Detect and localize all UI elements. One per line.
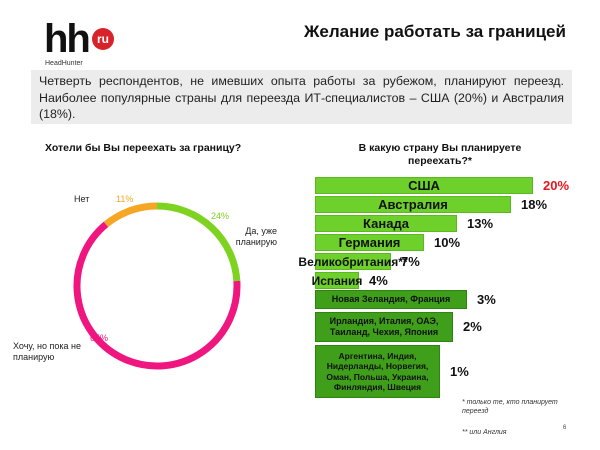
footnote-star: * только те, кто планирует переезд: [462, 399, 558, 415]
donut-label: Нет: [74, 194, 90, 204]
donut-label: Хочу, но пока не планирую: [13, 341, 81, 362]
intro-text: Четверть респондентов, не имевших опыта …: [31, 70, 572, 124]
bar-value-label: 20%: [543, 177, 570, 193]
bar-7: Ирландия, Италия, ОАЭ, Таиланд, Чехия, Я…: [315, 312, 453, 342]
bar-value-label: 7%: [401, 253, 420, 269]
donut-value-label: 65%: [90, 333, 109, 343]
logo-badge: ru: [92, 28, 114, 50]
bar-5: Испания: [311, 272, 363, 289]
headhunter-logo: hh ru HeadHunter: [44, 17, 124, 68]
footnote-double-star: ** или Англия: [462, 429, 507, 436]
bar-4: Великобритания**: [298, 253, 408, 270]
bar-2: Канада: [315, 215, 457, 232]
bar-value-label: 4%: [369, 272, 388, 288]
bar-value-label: 13%: [467, 215, 494, 231]
donut-slice-no: [103, 202, 158, 228]
bar-value-label: 2%: [463, 319, 482, 334]
bar-value-label: 10%: [434, 234, 461, 250]
bar-value-label: 18%: [521, 196, 548, 212]
slide-title: Желание работать за границей: [304, 22, 566, 41]
donut-value-label: 24%: [211, 211, 230, 221]
bar-3: Германия: [315, 234, 424, 251]
bar-0: США: [315, 177, 533, 194]
bar-1: Австралия: [315, 196, 511, 213]
donut-slice-want: [73, 221, 241, 370]
donut-label: Да, уже планирую: [235, 226, 277, 247]
bar-value-label: 3%: [477, 291, 496, 307]
bar-value-label: 1%: [450, 363, 469, 379]
donut-value-label: 11%: [116, 194, 134, 204]
donut-chart-title: Хотели бы Вы переехать за границу?: [45, 142, 242, 154]
logo-brand: HeadHunter: [45, 60, 83, 67]
bar-6: Новая Зеландия, Франция: [315, 290, 467, 309]
logo-text: hh: [44, 17, 91, 61]
bar-chart-title: В какую страну Вы планируете переехать?*: [358, 142, 522, 167]
page-number: 6: [563, 425, 567, 431]
bar-8: Аргентина, Индия, Нидерланды, Норвегия, …: [315, 345, 440, 398]
